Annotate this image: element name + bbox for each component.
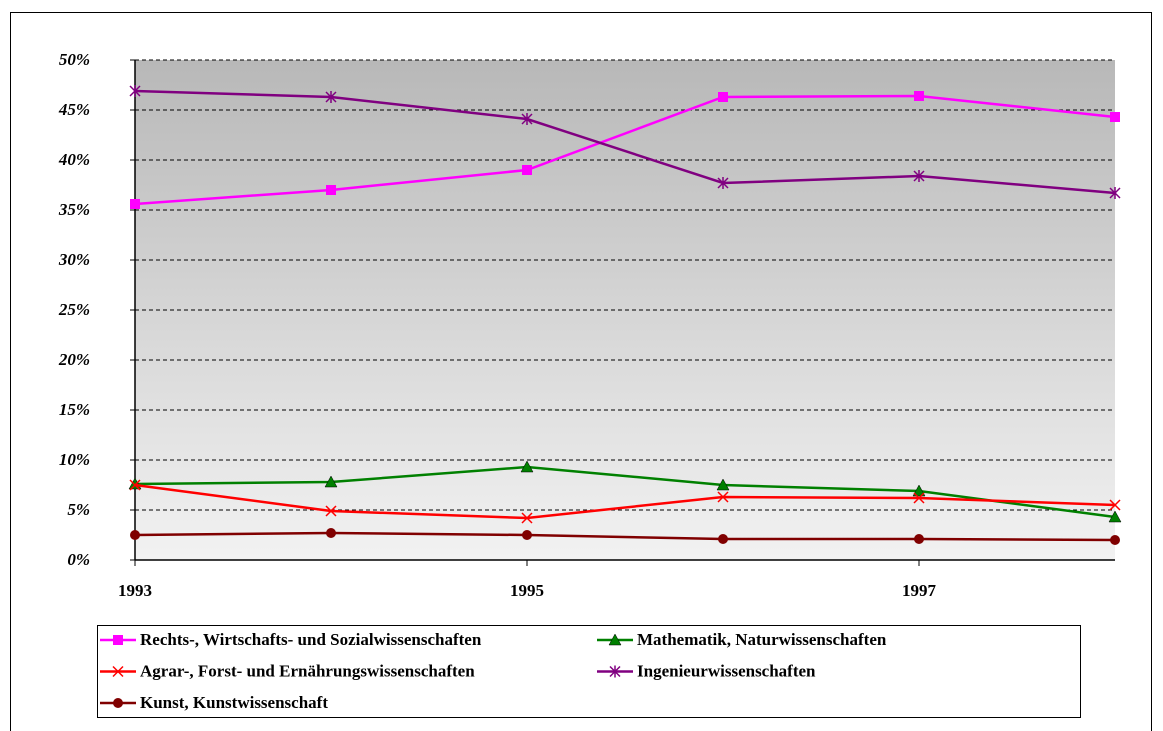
marker (325, 505, 337, 517)
marker-shape (324, 475, 338, 488)
marker (113, 698, 123, 708)
marker-shape (326, 185, 336, 195)
marker (521, 512, 533, 524)
y-tick-label: 30% (58, 250, 90, 269)
series-line (134, 531, 1116, 542)
marker-shape (326, 528, 336, 538)
series-line (134, 465, 1116, 519)
y-tick-label: 0% (67, 550, 90, 569)
marker-shape (717, 491, 729, 503)
marker-shape (609, 665, 621, 678)
y-tick-label: 45% (58, 100, 90, 119)
marker (113, 635, 123, 645)
marker (1109, 499, 1121, 511)
x-tick-label: 1997 (902, 581, 937, 600)
y-tick-label: 10% (59, 450, 90, 469)
marker (718, 92, 728, 102)
marker-shape (113, 698, 123, 708)
marker-shape (914, 534, 924, 544)
marker-shape (718, 534, 728, 544)
marker (608, 633, 622, 646)
marker (129, 85, 141, 97)
y-tick-label: 25% (58, 300, 90, 319)
marker-shape (112, 665, 124, 678)
marker (1110, 535, 1120, 545)
marker (1110, 112, 1120, 122)
marker-shape (912, 484, 926, 497)
marker (129, 479, 141, 491)
marker (326, 185, 336, 195)
marker-shape (1110, 535, 1120, 545)
marker (1108, 510, 1122, 523)
marker (717, 177, 729, 189)
series-line (134, 94, 1116, 206)
marker-shape (1109, 187, 1121, 199)
marker-shape (520, 460, 534, 473)
marker-shape (1108, 510, 1122, 523)
marker (1109, 187, 1121, 199)
marker-shape (718, 92, 728, 102)
marker (716, 478, 730, 491)
legend-label: Mathematik, Naturwissenschaften (637, 630, 887, 649)
marker-shape (608, 633, 622, 646)
marker-shape (717, 177, 729, 189)
marker (717, 491, 729, 503)
marker-shape (522, 165, 532, 175)
y-tick-label: 50% (59, 50, 90, 69)
marker-shape (913, 170, 925, 182)
y-tick-label: 35% (58, 200, 90, 219)
legend-label: Ingenieurwissenschaften (637, 661, 816, 680)
marker (324, 475, 338, 488)
y-tick-label: 5% (67, 500, 90, 519)
marker (326, 528, 336, 538)
y-tick-label: 20% (58, 350, 90, 369)
marker (609, 665, 621, 678)
marker-shape (522, 530, 532, 540)
marker-shape (325, 505, 337, 517)
marker (112, 665, 124, 678)
chart-border (10, 12, 1152, 731)
marker (913, 492, 925, 504)
legend-label: Rechts-, Wirtschafts- und Sozialwissensc… (140, 630, 482, 649)
marker (913, 170, 925, 182)
marker (914, 534, 924, 544)
legend-label: Agrar-, Forst- und Ernährungswissenschaf… (140, 661, 475, 680)
y-tick-label: 15% (59, 400, 90, 419)
marker-shape (1109, 499, 1121, 511)
marker-shape (113, 635, 123, 645)
legend-box (97, 625, 1081, 718)
marker (130, 530, 140, 540)
marker (912, 484, 926, 497)
marker-shape (913, 492, 925, 504)
legend-label: Kunst, Kunstwissenschaft (140, 693, 328, 712)
marker (325, 91, 337, 103)
marker (521, 113, 533, 125)
marker-shape (129, 85, 141, 97)
x-tick-label: 1995 (510, 581, 544, 600)
marker-shape (521, 113, 533, 125)
marker-shape (325, 91, 337, 103)
x-tick-label: 1993 (118, 581, 152, 600)
series-line (134, 483, 1116, 520)
marker-shape (914, 91, 924, 101)
marker (718, 534, 728, 544)
marker (522, 530, 532, 540)
marker (520, 460, 534, 473)
marker (914, 91, 924, 101)
marker-shape (716, 478, 730, 491)
marker-shape (521, 512, 533, 524)
series-line (134, 89, 1116, 195)
marker-shape (130, 199, 140, 209)
marker (522, 165, 532, 175)
marker-shape (129, 479, 141, 491)
marker-shape (1110, 112, 1120, 122)
marker-shape (130, 530, 140, 540)
marker (130, 199, 140, 209)
y-tick-label: 40% (58, 150, 90, 169)
